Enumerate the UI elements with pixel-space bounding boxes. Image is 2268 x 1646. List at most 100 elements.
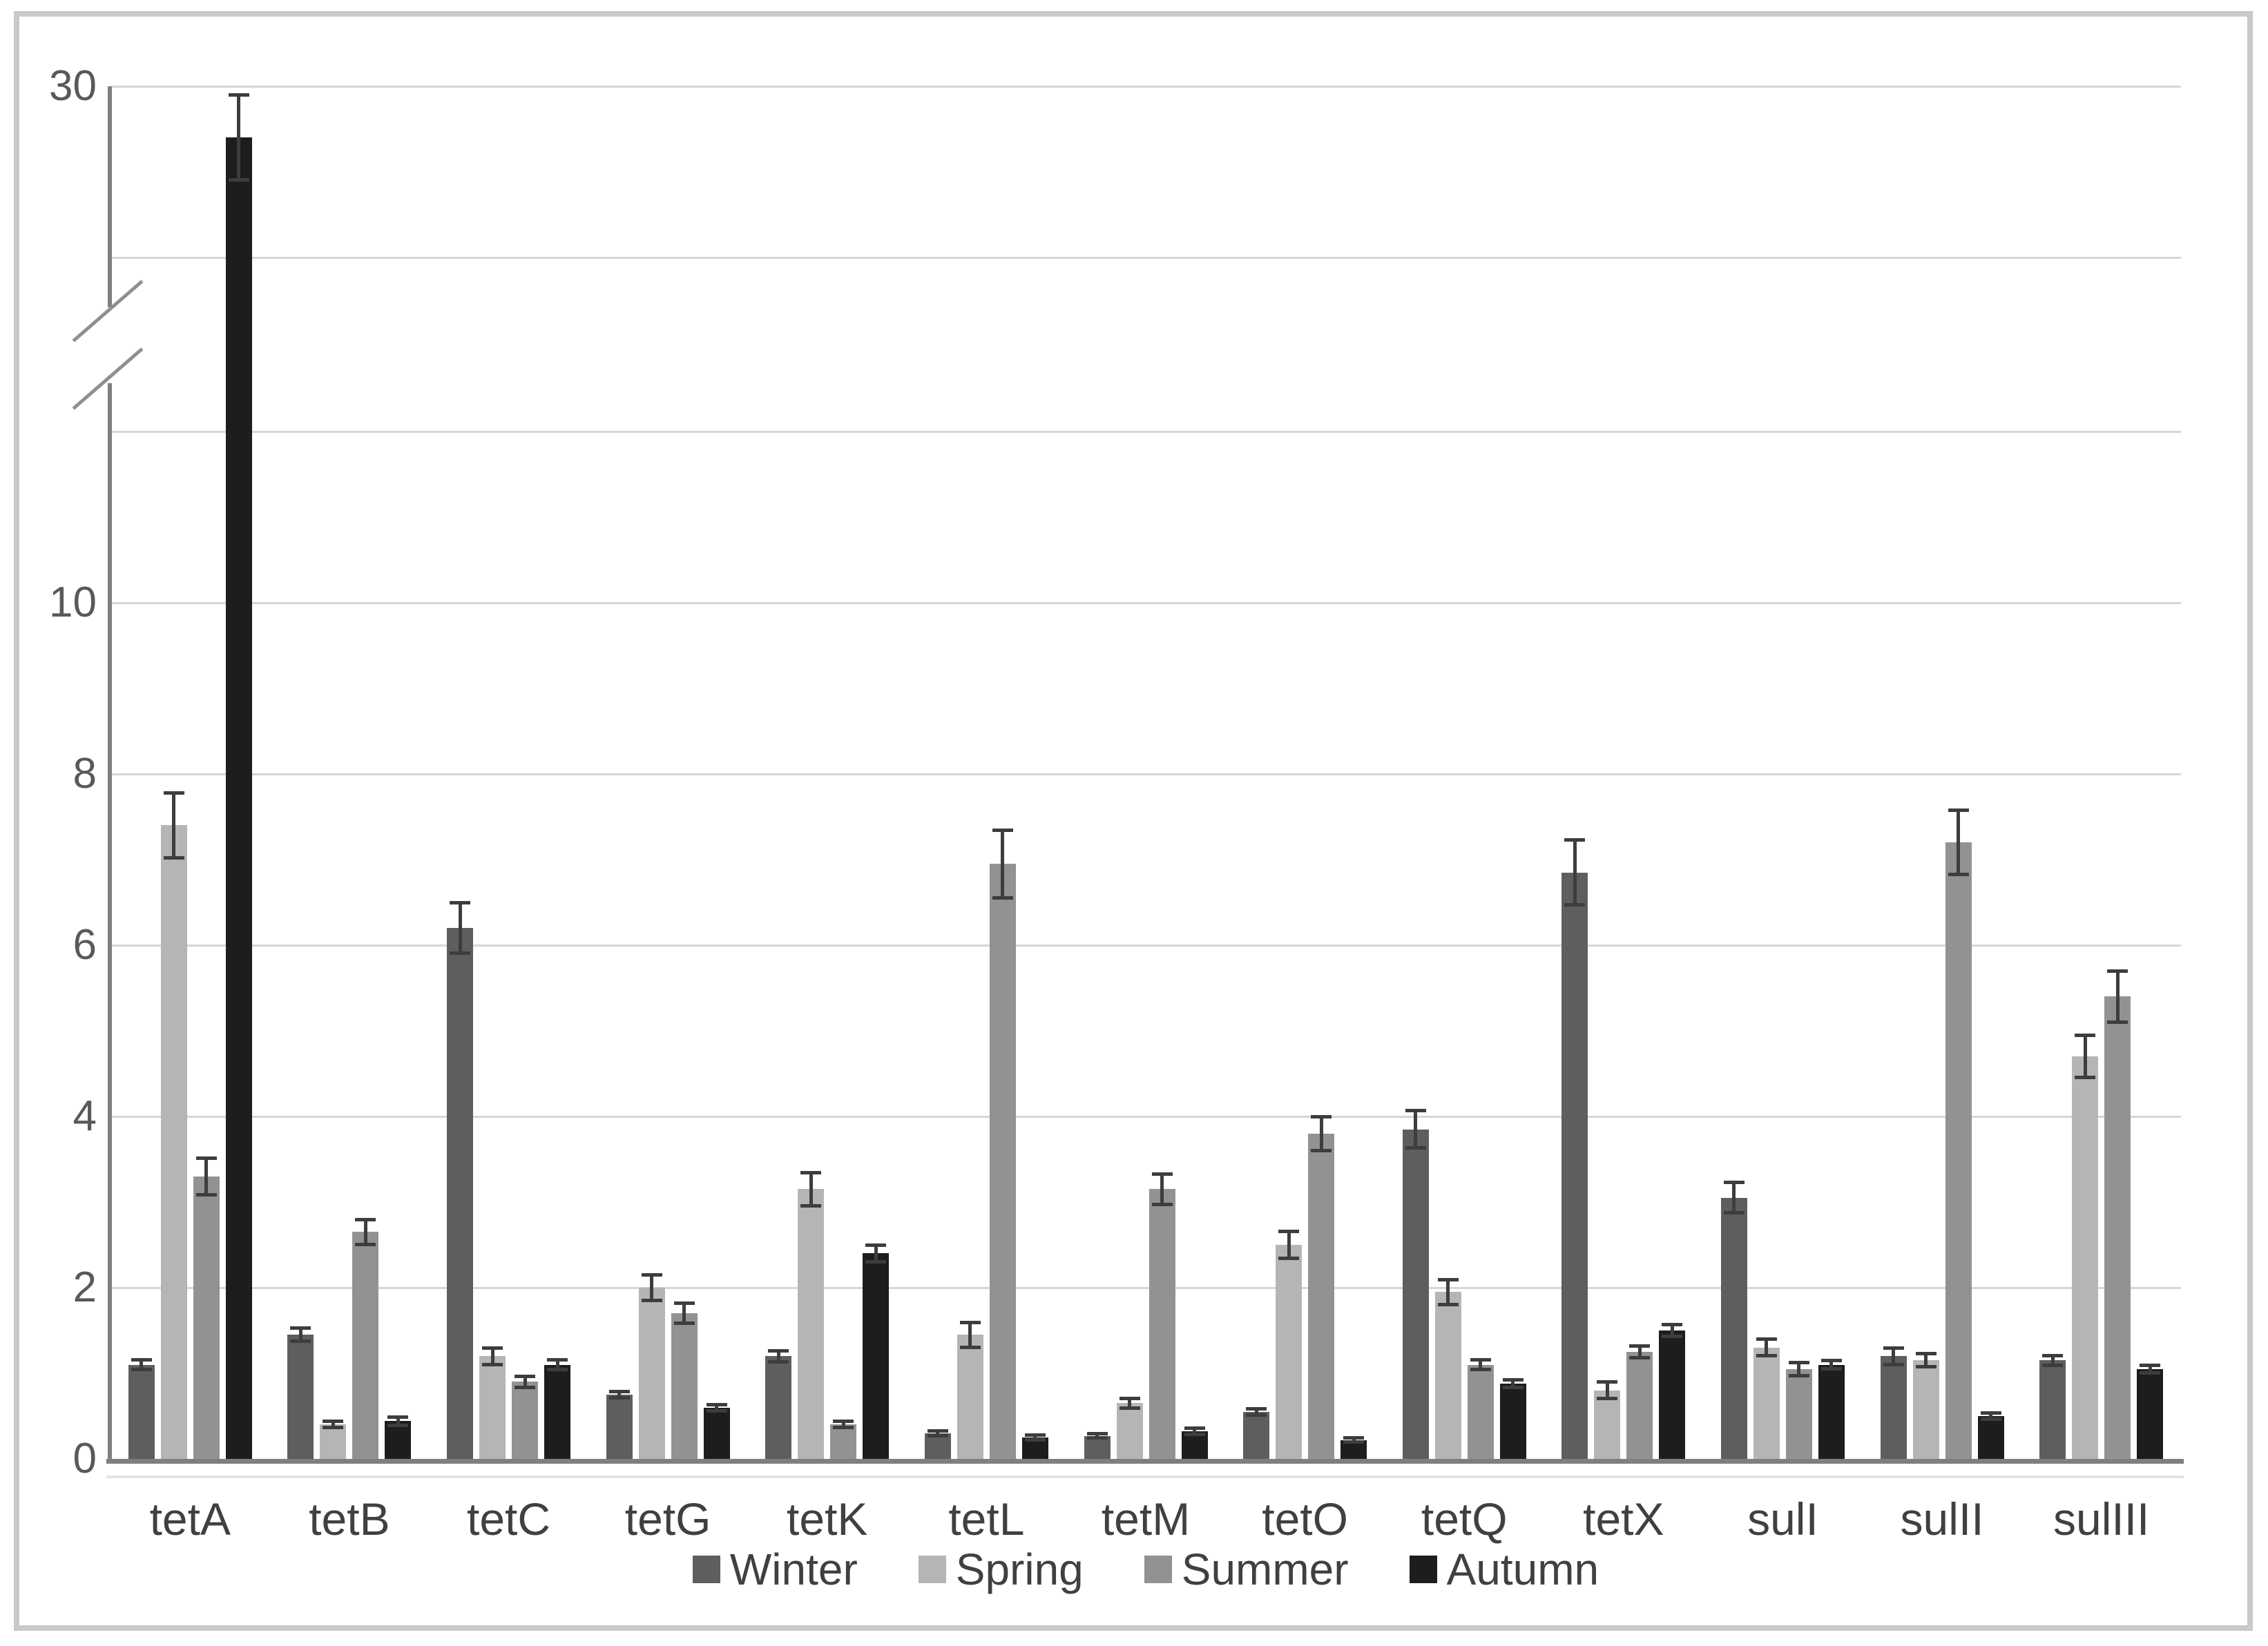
bar-summer-sulII: [1945, 842, 1972, 1459]
bar-spring-tetG: [638, 1288, 665, 1459]
bar-winter-tetX: [1561, 872, 1588, 1459]
error-bar-cap: [992, 895, 1013, 900]
error-bar: [555, 1359, 559, 1371]
error-bar-cap: [833, 1426, 854, 1430]
bar-summer-tetA: [193, 1176, 220, 1459]
error-bar: [715, 1404, 719, 1411]
error-bar-cap: [1723, 1181, 1745, 1185]
bar-winter-tetK: [765, 1356, 792, 1459]
error-bar-cap: [2140, 1363, 2161, 1367]
error-bar-cap: [1723, 1211, 1745, 1215]
error-bar-cap: [1405, 1109, 1426, 1113]
error-bar: [1957, 810, 1961, 875]
error-bar: [682, 1303, 686, 1324]
bar-winter-tetG: [606, 1395, 633, 1459]
y-axis-tick-label: 8: [73, 750, 97, 797]
bar-autumn-sulII: [1977, 1416, 2004, 1459]
bar-autumn-sulIII: [2137, 1368, 2164, 1459]
error-bar: [1829, 1360, 1834, 1369]
error-bar-cap: [865, 1259, 887, 1263]
legend-label: Spring: [955, 1545, 1084, 1594]
error-bar-cap: [547, 1368, 568, 1372]
bar-spring-tetB: [320, 1424, 347, 1459]
error-bar: [1160, 1174, 1164, 1205]
error-bar-cap: [1470, 1358, 1491, 1362]
error-bar: [2083, 1035, 2087, 1078]
gridline: [110, 1287, 2181, 1289]
error-bar: [617, 1391, 622, 1398]
bar-summer-tetC: [512, 1382, 539, 1459]
error-bar: [841, 1421, 845, 1429]
legend-label: Autumn: [1446, 1545, 1599, 1594]
error-bar-cap: [1184, 1426, 1205, 1431]
bar-summer-tetG: [671, 1313, 698, 1459]
legend-swatch-icon: [1409, 1556, 1437, 1583]
error-bar-cap: [228, 93, 249, 97]
error-bar: [204, 1157, 209, 1196]
x-axis-category-label: sulI: [1747, 1493, 1818, 1545]
error-bar-cap: [355, 1217, 376, 1221]
error-bar-cap: [1915, 1352, 1937, 1356]
bar-spring-sulIII: [2072, 1056, 2099, 1459]
y-axis-line: [108, 86, 112, 307]
error-bar: [331, 1421, 335, 1429]
error-bar-cap: [959, 1345, 981, 1349]
bar-spring-tetX: [1594, 1390, 1621, 1459]
error-bar-cap: [1184, 1433, 1205, 1437]
error-bar-cap: [1788, 1360, 1809, 1364]
error-bar-cap: [927, 1429, 948, 1433]
x-axis-category-label: tetO: [1262, 1493, 1348, 1545]
legend-item-summer: Summer: [1144, 1544, 1349, 1595]
error-bar-cap: [1662, 1334, 1683, 1338]
error-bar-cap: [1151, 1202, 1173, 1206]
error-bar: [1573, 840, 1577, 905]
legend: Winter Spring Summer Autumn: [110, 1544, 2181, 1595]
error-bar-cap: [1980, 1417, 2001, 1421]
error-bar-cap: [1343, 1436, 1365, 1440]
error-bar-cap: [1119, 1396, 1140, 1400]
error-bar: [1254, 1408, 1258, 1415]
legend-swatch-icon: [692, 1556, 720, 1583]
error-bar-cap: [1756, 1354, 1777, 1358]
error-bar: [172, 793, 176, 858]
error-bar-cap: [1629, 1355, 1651, 1359]
error-bar-cap: [290, 1326, 311, 1330]
bar-summer-tetX: [1626, 1352, 1653, 1459]
gridline: [110, 1116, 2181, 1118]
error-bar: [1352, 1437, 1356, 1443]
error-bar: [523, 1375, 527, 1388]
error-bar: [298, 1328, 302, 1342]
error-bar-cap: [1820, 1359, 1842, 1363]
error-bar-cap: [1086, 1431, 1108, 1435]
bar-autumn-tetB: [385, 1421, 412, 1459]
bar-spring-tetC: [479, 1356, 506, 1459]
error-bar: [1511, 1379, 1515, 1388]
x-axis-category-label: tetM: [1101, 1493, 1191, 1545]
bar-winter-tetO: [1243, 1411, 1270, 1459]
error-bar-cap: [1437, 1302, 1459, 1306]
error-bar-cap: [768, 1359, 789, 1364]
gridline: [110, 602, 2181, 604]
error-bar: [2148, 1364, 2152, 1373]
error-bar-cap: [387, 1415, 409, 1420]
bar-autumn-tetC: [544, 1364, 571, 1459]
error-bar-cap: [1788, 1373, 1809, 1377]
bar-winter-tetL: [924, 1433, 951, 1459]
error-bar: [140, 1359, 144, 1371]
error-bar: [1765, 1339, 1769, 1357]
error-bar-cap: [1883, 1346, 1904, 1350]
error-bar: [1095, 1433, 1099, 1439]
error-bar-cap: [1629, 1344, 1651, 1348]
error-bar-cap: [387, 1423, 409, 1427]
error-bar-cap: [2042, 1353, 2064, 1357]
error-bar-cap: [800, 1204, 822, 1208]
error-bar-cap: [641, 1298, 662, 1302]
error-bar-cap: [482, 1346, 503, 1350]
x-axis-shadow-line: [106, 1475, 2184, 1478]
error-bar-cap: [992, 828, 1013, 832]
error-bar: [650, 1275, 654, 1301]
error-bar-cap: [1311, 1148, 1332, 1152]
error-bar-cap: [608, 1390, 630, 1394]
error-bar-cap: [1662, 1323, 1683, 1327]
